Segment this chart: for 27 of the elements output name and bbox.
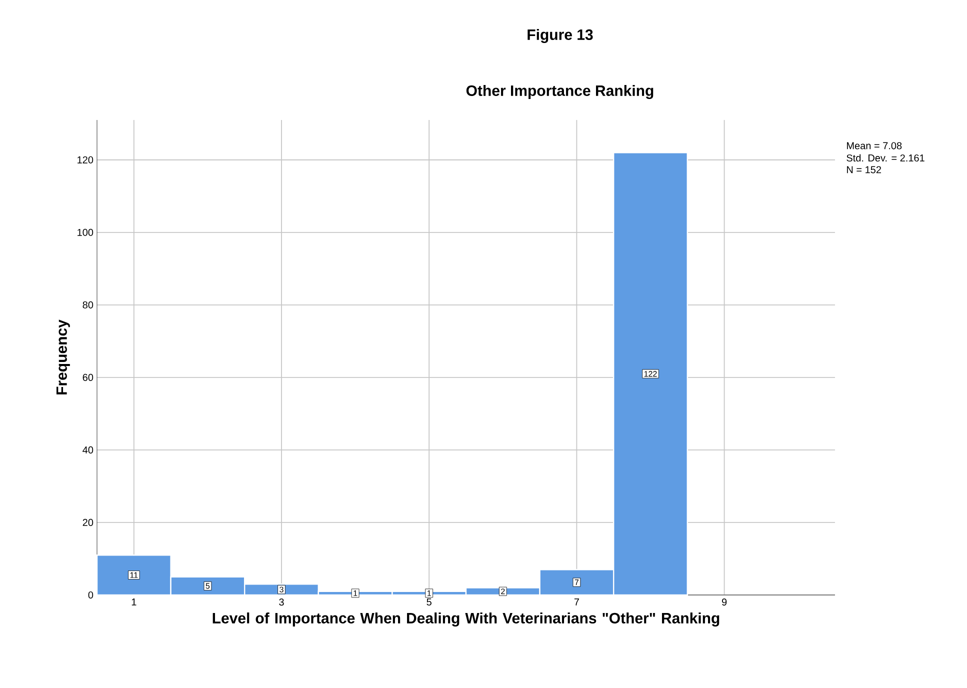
x-tick-label: 1 xyxy=(132,598,136,606)
data-label: 7 xyxy=(574,580,579,586)
chart-subtitle: Other Importance Ranking xyxy=(466,84,654,100)
text: Mean = 7.08 xyxy=(847,142,902,150)
x-tick-label: 5 xyxy=(426,598,432,606)
data-label: 2 xyxy=(501,588,505,594)
x-axis-title: Level of Importance When Dealing With Veterinarians "Other" Ranking xyxy=(212,612,720,627)
x-tick-label: 9 xyxy=(722,598,727,606)
x-tick-label: 7 xyxy=(574,598,579,606)
data-label: 1 xyxy=(427,590,431,596)
y-axis-title: Frequency xyxy=(56,320,70,394)
data-label: 122 xyxy=(644,371,657,377)
data-label: 3 xyxy=(280,586,284,592)
data-label: 11 xyxy=(130,572,138,578)
chart-title: Figure 13 xyxy=(528,28,593,44)
y-tick-label: 20 xyxy=(82,518,94,526)
y-tick-label: 80 xyxy=(82,301,94,308)
y-tick-label: 0 xyxy=(88,591,94,599)
data-label: 1 xyxy=(354,590,358,596)
y-tick-label: 60 xyxy=(82,374,94,381)
y-tick-label: 100 xyxy=(78,228,94,236)
text: Std. Dev. = 2.161 xyxy=(846,154,924,162)
y-tick-label: 120 xyxy=(78,156,94,164)
y-tick-label: 40 xyxy=(82,446,94,454)
x-tick-label: 3 xyxy=(279,598,284,606)
data-label: 5 xyxy=(206,583,210,589)
text: N = 152 xyxy=(847,166,881,174)
